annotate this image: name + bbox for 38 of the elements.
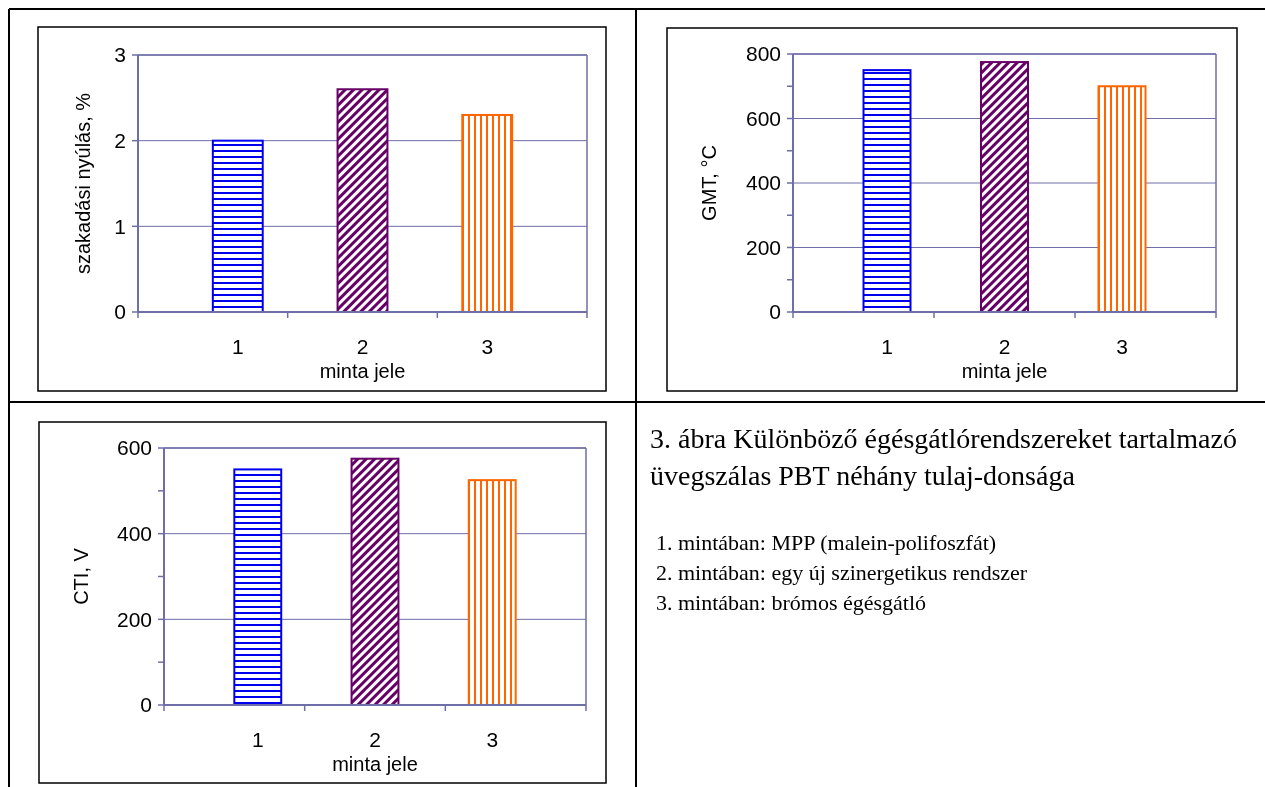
x-axis-title: minta jele bbox=[961, 360, 1048, 382]
y-tick-label: 0 bbox=[114, 300, 126, 324]
x-tick-label: 3 bbox=[481, 335, 494, 358]
x-tick-label: 1 bbox=[231, 335, 244, 358]
bar bbox=[336, 88, 389, 313]
y-tick-label: 0 bbox=[140, 693, 152, 717]
x-axis-title: minta jele bbox=[319, 360, 406, 382]
x-tick-label: 3 bbox=[486, 728, 499, 751]
text: 3. ábra Különböző égésgátlórendszereket tartalmazó üvegszálas PBT néhány tulaj-donsága bbox=[650, 422, 1238, 493]
bar bbox=[461, 113, 514, 313]
y-axis-title: CTI, V bbox=[70, 547, 92, 605]
y-tick-label: 600 bbox=[116, 436, 152, 460]
x-tick-label: 3 bbox=[1116, 335, 1128, 358]
text: 3. mintában: brómos égésgátló bbox=[655, 589, 928, 617]
y-tick-label: 1 bbox=[114, 214, 126, 238]
bar bbox=[1097, 85, 1147, 313]
y-tick-label: 400 bbox=[745, 171, 781, 195]
y-tick-label: 0 bbox=[769, 300, 781, 324]
y-axis-title: GMT, °C bbox=[698, 145, 720, 221]
y-tick-label: 200 bbox=[116, 607, 152, 631]
bar bbox=[862, 69, 912, 313]
y-tick-label: 400 bbox=[116, 522, 152, 546]
x-tick-label: 1 bbox=[881, 335, 893, 358]
text: 1. mintában: MPP (malein-polifoszfát) bbox=[655, 529, 998, 557]
y-tick-label: 3 bbox=[114, 43, 126, 67]
x-tick-label: 2 bbox=[998, 335, 1011, 358]
text: 2. mintában: egy új szinergetikus rendszer bbox=[655, 559, 1029, 587]
y-tick-label: 2 bbox=[114, 129, 126, 153]
y-tick-label: 600 bbox=[745, 106, 781, 130]
x-tick-label: 1 bbox=[251, 728, 264, 751]
x-axis-title: minta jele bbox=[332, 753, 418, 775]
y-tick-label: 200 bbox=[745, 235, 781, 259]
y-tick-label: 800 bbox=[745, 42, 781, 66]
bar bbox=[980, 61, 1029, 313]
x-tick-label: 2 bbox=[356, 335, 369, 358]
bar bbox=[211, 139, 264, 313]
x-tick-label: 2 bbox=[369, 728, 381, 751]
y-axis-title: szakadási nyúlás, % bbox=[72, 92, 94, 275]
